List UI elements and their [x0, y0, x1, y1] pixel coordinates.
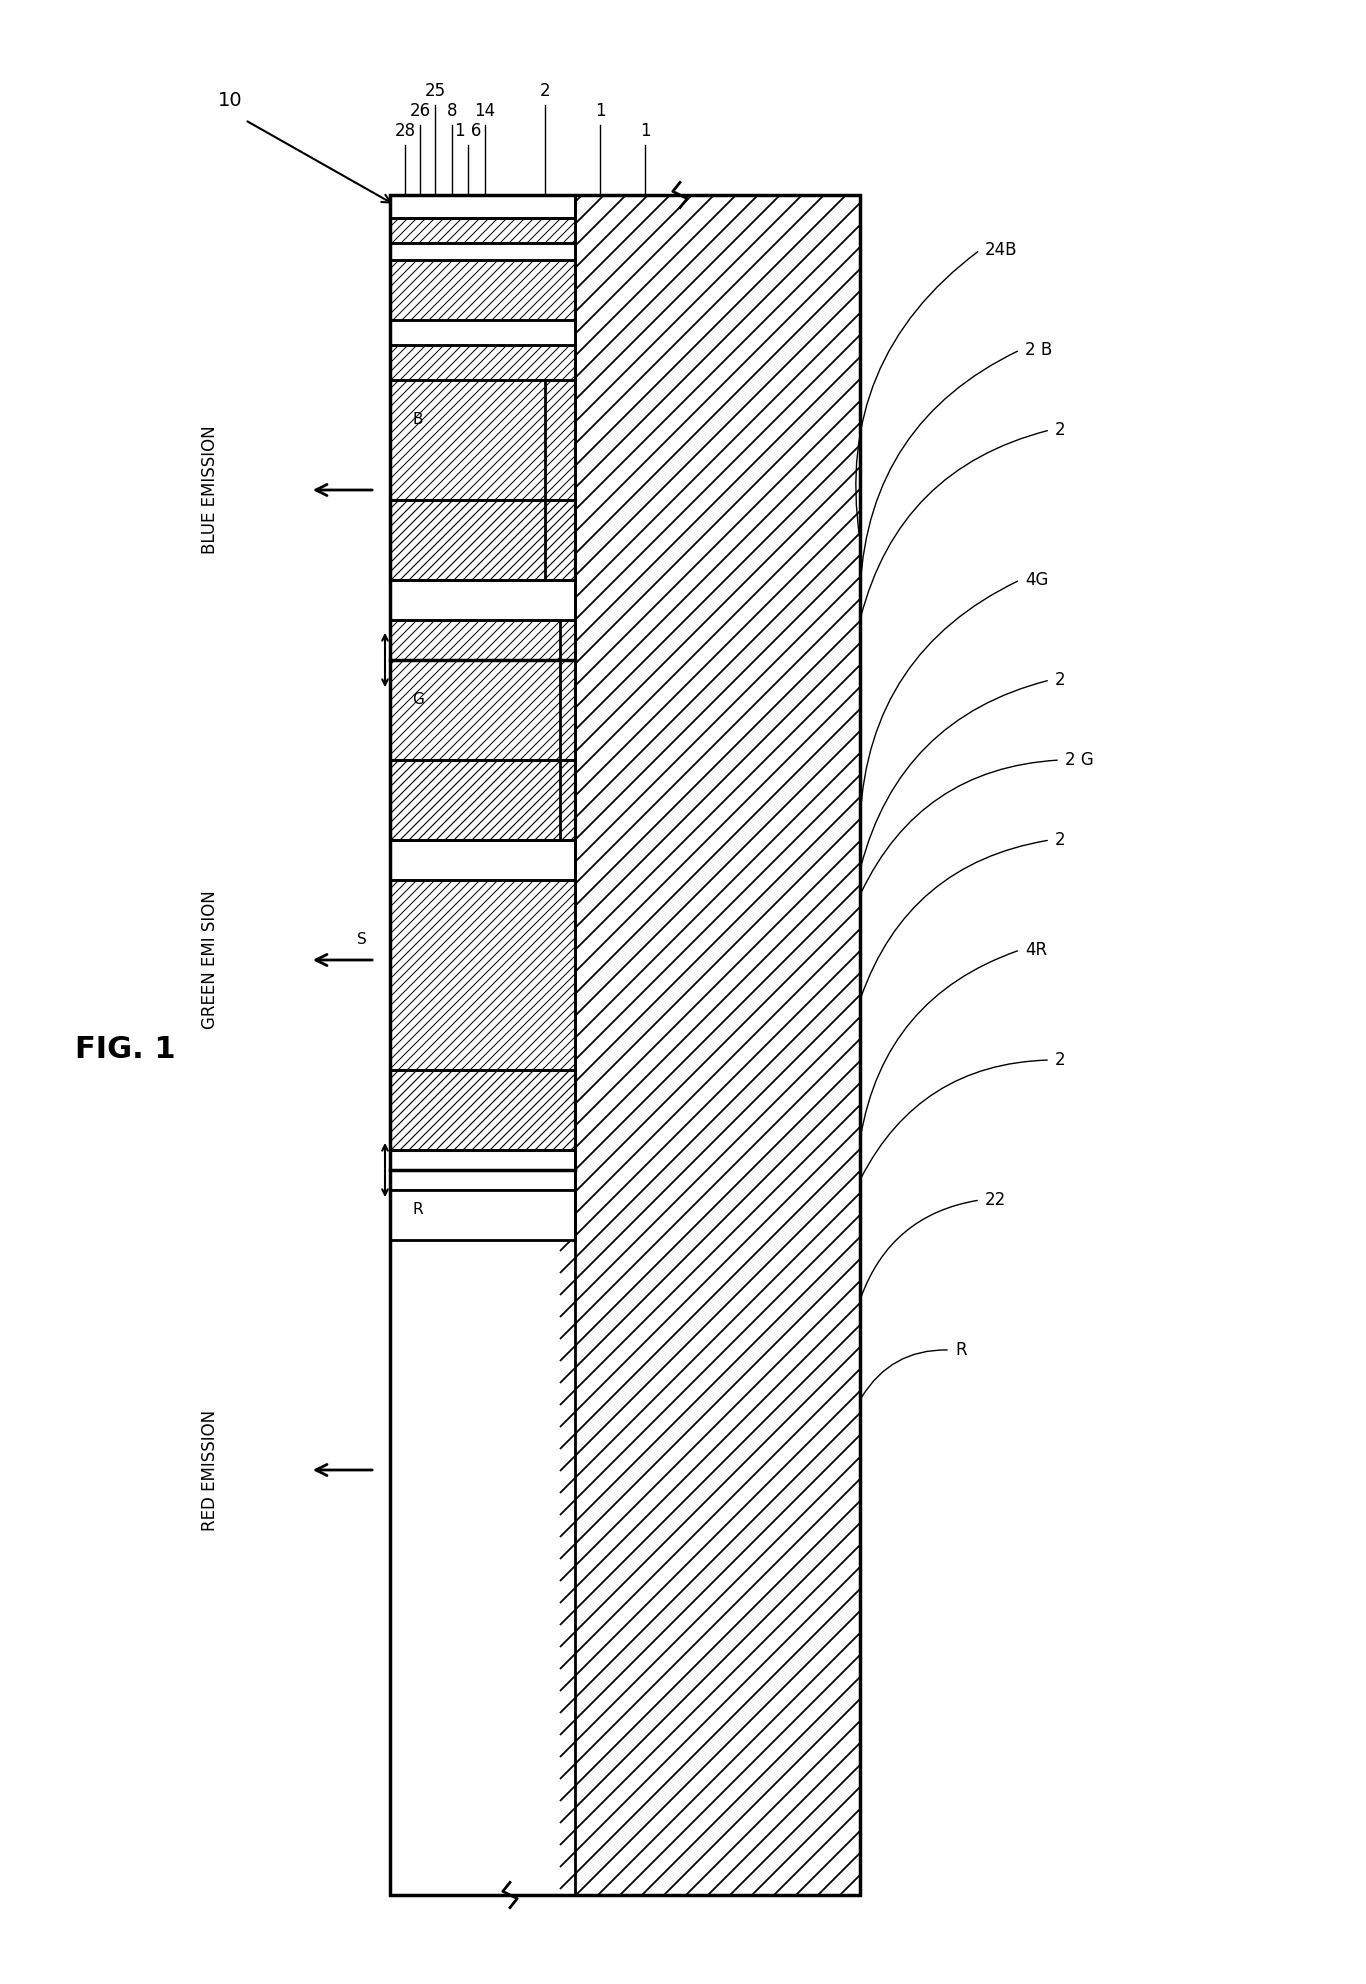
Bar [391, 218, 575, 242]
Text: 2: 2 [540, 81, 550, 99]
Text: 4R: 4R [1024, 940, 1048, 958]
Text: B: B [413, 413, 423, 427]
Text: 8: 8 [447, 101, 458, 119]
Text: 26: 26 [410, 101, 430, 119]
Text: 2: 2 [1055, 1052, 1065, 1069]
Text: BLUE EMISSION: BLUE EMISSION [201, 427, 219, 554]
Text: 2: 2 [1055, 421, 1065, 438]
Text: 10: 10 [217, 91, 242, 109]
Bar [391, 218, 575, 242]
Text: 25: 25 [425, 81, 445, 99]
Text: G: G [413, 692, 423, 708]
Text: 4G: 4G [1024, 571, 1048, 589]
Bar [391, 242, 575, 260]
Bar [560, 194, 861, 1895]
Bar [391, 881, 575, 1069]
Text: R: R [955, 1341, 967, 1359]
Text: R: R [413, 1202, 423, 1218]
Bar [391, 760, 575, 839]
Bar [391, 381, 575, 500]
Bar [391, 381, 575, 500]
Bar [391, 839, 575, 881]
Text: 1: 1 [639, 121, 650, 141]
Text: S: S [357, 932, 367, 948]
Text: 2: 2 [1055, 831, 1065, 849]
Bar [391, 1190, 575, 1240]
Bar [391, 619, 575, 760]
Text: FIG. 1: FIG. 1 [75, 1036, 176, 1065]
Bar [391, 619, 575, 760]
Text: 2 B: 2 B [1024, 341, 1052, 359]
Bar [391, 345, 575, 381]
Text: 14: 14 [474, 101, 496, 119]
Text: GREEN EMI SION: GREEN EMI SION [201, 891, 219, 1030]
Bar [391, 1069, 575, 1151]
Bar [391, 345, 575, 381]
Text: 28: 28 [395, 121, 415, 141]
Text: 24B: 24B [985, 240, 1018, 260]
Bar [391, 319, 575, 345]
Bar [391, 1069, 575, 1151]
Bar [391, 760, 575, 839]
Text: 1: 1 [594, 101, 605, 119]
Bar [391, 194, 861, 1895]
Text: 2 G: 2 G [1065, 752, 1094, 770]
Text: 22: 22 [985, 1190, 1007, 1208]
Text: 2: 2 [1055, 671, 1065, 688]
Bar [391, 260, 575, 319]
Bar [391, 194, 575, 218]
Bar [391, 500, 575, 579]
Bar [391, 579, 575, 619]
Text: 1 6: 1 6 [455, 121, 481, 141]
Text: RED EMISSION: RED EMISSION [201, 1409, 219, 1530]
Bar [391, 500, 575, 579]
Bar [391, 881, 575, 1069]
Bar [391, 260, 575, 319]
Bar [391, 1151, 575, 1190]
